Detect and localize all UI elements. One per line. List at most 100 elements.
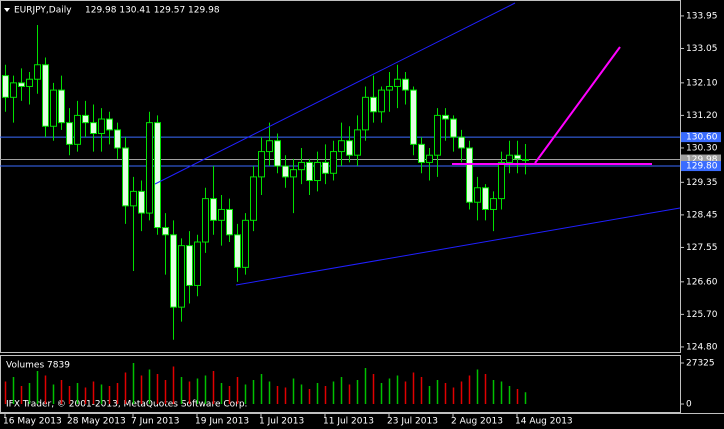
y-tick-label: 127.55 [686,243,718,253]
candle-body [282,165,289,178]
candle-body [50,89,57,127]
x-tick-label: 7 Jun 2013 [131,417,179,427]
candle-body [482,187,489,210]
candle-body [346,140,353,156]
y-tick-label: 132.10 [686,78,718,88]
price-label-box [681,161,721,172]
candle-body [466,147,473,203]
chart-title: EURJPY,Daily [14,6,72,16]
candle-body [202,198,209,243]
candle-body [258,151,265,178]
candle-body [442,114,449,120]
x-tick-label: 1 Jul 2013 [259,417,304,427]
x-tick-label: 28 May 2013 [67,417,126,427]
candle-body [362,96,369,131]
candle-body [74,114,81,145]
price-label: 130.60 [686,133,718,143]
candle-body [410,89,417,145]
candle-body [154,122,161,229]
candle-body [386,85,393,91]
y-tick-label: 125.70 [686,310,718,320]
candle-body [418,143,425,163]
candle-body [98,118,105,134]
candle-body [498,161,505,200]
y-tick-label: 128.45 [686,210,718,220]
y-tick-label: 130.30 [686,143,718,153]
y-tick-label: 129.35 [686,178,718,188]
candle-body [58,89,65,124]
drawings [154,2,681,286]
candle-body [458,136,465,149]
copyright: IFX Trader, © 2001-2013, MetaQuotes Soft… [6,400,247,410]
candle-body [170,234,177,308]
x-tick-label: 19 Jun 2013 [195,417,249,427]
x-tick-label: 2 Aug 2013 [451,417,503,427]
candle-body [82,114,89,124]
main-frame [0,0,681,353]
candle-body [274,140,281,167]
candle-body [130,190,137,207]
y-tick-label: 27325 [686,359,715,369]
candle-body [402,78,409,91]
candle-body [370,96,377,113]
candle-body [394,78,401,87]
candle-body [194,241,201,286]
candle-body [10,82,17,98]
price-label: 129.80 [686,162,718,172]
candle-body [330,151,337,174]
candle-body [514,154,521,160]
candle-body [434,114,441,156]
candle-body [122,147,129,207]
y-tick-label: 0 [686,400,692,410]
candle-body [250,176,257,221]
candle-body [186,245,193,286]
candle-body [338,140,345,153]
x-tick-label: 23 Jul 2013 [387,417,438,427]
candle-body [146,122,153,214]
candle-body [474,187,481,203]
candle-body [226,208,233,236]
candle-body [178,245,185,308]
candle-body [66,122,73,145]
candle-body [266,140,273,153]
candle-body [378,89,385,113]
candle-body [18,82,25,87]
trend-line [154,2,516,185]
y-tick-label: 133.05 [686,44,718,54]
candle-body [290,169,297,178]
y-tick-label: 133.95 [686,11,718,21]
trend-line [235,207,681,286]
price-label-box [681,132,721,143]
candle-body [314,161,321,182]
candle-body [210,198,217,221]
candle-body [26,78,33,87]
candle-body [450,118,457,138]
candle-body [298,161,305,171]
candle-body [426,154,433,163]
menu-triangle [4,8,10,12]
candle-body [138,190,145,214]
y-tick-label: 124.80 [686,342,718,352]
candle-body [218,208,225,221]
candle-body [242,219,249,268]
candle-body [114,129,121,149]
x-tick-label: 16 May 2013 [3,417,62,427]
x-tick-label: 11 Jul 2013 [323,417,374,427]
y-tick-label: 131.20 [686,111,718,121]
price-label: 129.98 [686,155,718,165]
candle-body [2,75,9,98]
candle-body [522,159,529,162]
candle-body [490,198,497,210]
volume-title: Volumes 7839 [6,361,70,371]
candle-body [354,129,361,156]
candle-body [42,64,49,127]
candle-body [234,234,241,268]
volume-frame [0,355,681,413]
candle-body [306,161,313,182]
candle-body [506,154,513,163]
price-label-box [681,154,721,165]
candle-body [34,64,41,80]
y-tick-label: 126.60 [686,277,718,287]
